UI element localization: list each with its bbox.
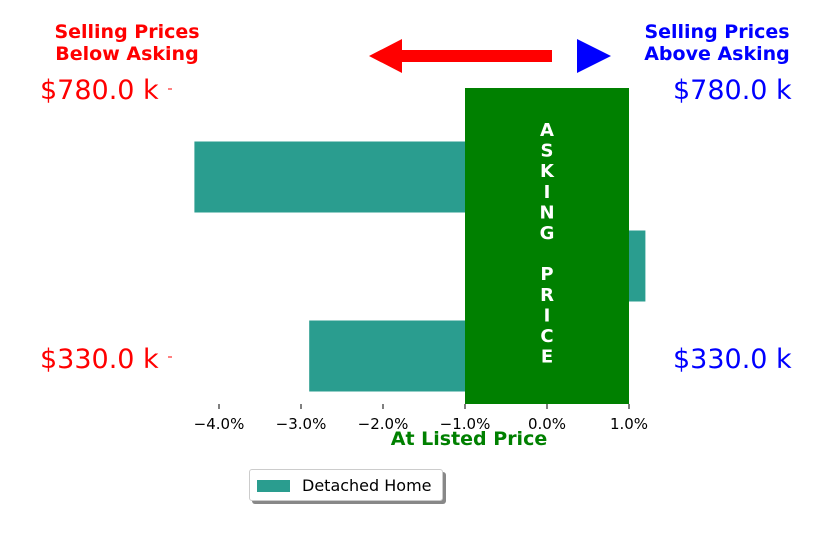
asking-band-rect [465, 88, 629, 404]
left-label-bottom: $330.0 k [40, 344, 159, 375]
asking-band-letter: A [540, 120, 554, 141]
asking-band-letter: I [544, 305, 551, 326]
x-tick-label: 1.0% [610, 415, 648, 433]
right-label-top: $780.0 k [673, 75, 792, 106]
above-asking-title-line2: Above Asking [644, 43, 790, 65]
below-asking-title-line1: Selling Prices [54, 21, 199, 43]
above-asking-title-line1: Selling Prices [644, 21, 789, 43]
x-tick-label: −1.0% [440, 415, 491, 433]
asking-band-letter: E [541, 347, 553, 368]
right-arrow-icon [577, 39, 611, 73]
asking-band-letter: C [540, 326, 553, 347]
left-arrow-icon [369, 39, 552, 73]
asking-band-letter: R [540, 285, 554, 306]
x-tick-label: −2.0% [358, 415, 409, 433]
asking-band-letter: N [539, 202, 554, 223]
x-axis-ticks: −4.0% −3.0% −2.0% −1.0% 0.0% 1.0% [194, 404, 648, 433]
x-tick-label: 0.0% [528, 415, 566, 433]
x-tick-label: −4.0% [194, 415, 245, 433]
right-label-bottom: $330.0 k [673, 344, 792, 375]
legend-swatch [257, 480, 290, 492]
x-axis-label: At Listed Price [391, 428, 547, 450]
asking-band-letter: S [541, 141, 554, 162]
asking-band-letter: G [540, 223, 555, 244]
below-asking-title-line2: Below Asking [55, 43, 198, 65]
legend-label: Detached Home [302, 476, 432, 495]
asking-band-letter: I [544, 182, 551, 203]
x-tick-label: −3.0% [276, 415, 327, 433]
legend: Detached Home [249, 469, 443, 501]
asking-band-letter: K [540, 161, 555, 182]
left-label-top: $780.0 k [40, 75, 159, 106]
asking-band-letter: P [540, 264, 553, 285]
